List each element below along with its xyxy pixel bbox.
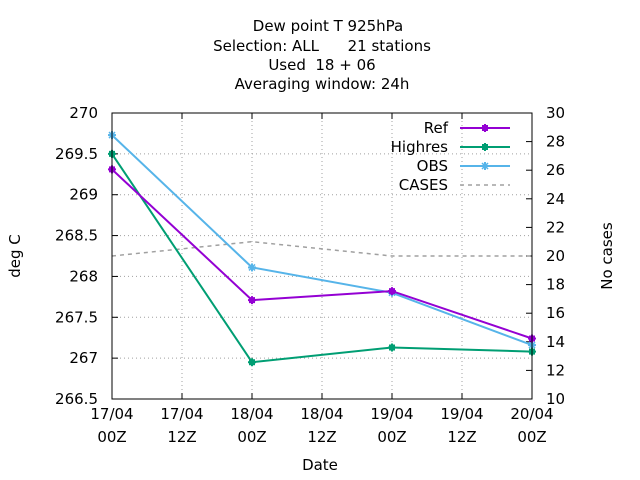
series-obs — [108, 131, 536, 350]
x-tick-label: 12Z — [307, 428, 336, 446]
x-tick-label: 17/04 — [160, 405, 203, 423]
series-line-obs — [111, 134, 533, 347]
grid-lines — [112, 113, 532, 399]
marker-stroke — [248, 263, 256, 271]
title-line-1: Dew point T 925hPa — [253, 17, 403, 35]
marker-stroke — [482, 125, 488, 131]
y2-tick-label: 20 — [546, 247, 565, 265]
y2-tick-label: 24 — [546, 190, 565, 208]
title-line-3: Used 18 + 06 — [268, 56, 375, 74]
y-tick-label: 270 — [69, 104, 98, 122]
x-tick-label: 17/04 — [90, 405, 133, 423]
y2-tick-label: 10 — [546, 390, 565, 408]
marker-stroke — [482, 144, 488, 150]
y-tick-label: 267.5 — [55, 308, 98, 326]
legend-label-cases: CASES — [399, 176, 448, 194]
y2-tick-label: 22 — [546, 218, 565, 236]
y2-tick-label: 28 — [546, 133, 565, 151]
plot-frame — [111, 112, 533, 400]
y-tick-label: 269.5 — [55, 145, 98, 163]
y2-tick-label: 12 — [546, 361, 565, 379]
tick-labels: 17/04 00Z 17/04 12Z 18/04 00Z 18/04 12Z 19/04 00Z… — [55, 104, 565, 446]
x-tick-label: 12Z — [447, 428, 476, 446]
data-point-highres — [248, 358, 256, 367]
series-layer — [108, 131, 536, 367]
y-tick-label: 269 — [69, 186, 98, 204]
x-tick-label: 19/04 — [370, 405, 413, 423]
legend-marker-obs — [481, 162, 489, 170]
y2-tick-label: 16 — [546, 304, 565, 322]
x-tick-label: 00Z — [517, 428, 546, 446]
series-line-ref — [111, 168, 533, 340]
series-line-highres — [111, 153, 533, 364]
y-tick-label: 266.5 — [55, 390, 98, 408]
legend-item-cases: CASES — [399, 176, 510, 194]
title-line-4: Averaging window: 24h — [235, 75, 410, 93]
y2-tick-label: 18 — [546, 276, 565, 294]
y-tick-label: 268.5 — [55, 227, 98, 245]
x-tick-label: 00Z — [97, 428, 126, 446]
legend-marker-ref — [481, 124, 489, 132]
legend-item-obs: OBS — [417, 157, 510, 175]
marker-stroke — [481, 162, 489, 170]
x-tick-label: 12Z — [167, 428, 196, 446]
y2-tick-label: 26 — [546, 161, 565, 179]
x-tick-label: 18/04 — [230, 405, 273, 423]
y-tick-label: 267 — [69, 349, 98, 367]
legend-label-highres: Highres — [391, 138, 449, 156]
legend-item-ref: Ref — [424, 119, 510, 137]
x-tick-label: 00Z — [237, 428, 266, 446]
title-line-2: Selection: ALL 21 stations — [213, 37, 431, 55]
legend-label-obs: OBS — [417, 157, 448, 175]
series-line-cases — [111, 240, 532, 257]
legend-marker-highres — [481, 143, 489, 151]
legend-label-ref: Ref — [424, 119, 449, 137]
y2-tick-label: 30 — [546, 104, 565, 122]
marker-stroke — [249, 359, 255, 366]
y2-axis-label: No cases — [598, 222, 616, 290]
marker-stroke — [389, 288, 395, 295]
data-point-ref — [248, 296, 256, 305]
y-axis-label: deg C — [6, 234, 24, 278]
data-point-ref — [388, 287, 396, 296]
x-tick-label: 18/04 — [300, 405, 343, 423]
x-tick-label: 20/04 — [510, 405, 553, 423]
axis-ticks — [111, 112, 533, 400]
y-tick-label: 268 — [69, 267, 98, 285]
series-cases — [111, 240, 532, 257]
marker-stroke — [389, 344, 395, 351]
x-tick-label: 19/04 — [440, 405, 483, 423]
legend-item-highres: Highres — [391, 138, 510, 156]
x-tick-label: 00Z — [377, 428, 406, 446]
x-axis-label: Date — [302, 456, 338, 474]
data-point-obs — [248, 263, 256, 272]
chart-title: Dew point T 925hPa Selection: ALL 21 sta… — [213, 17, 431, 93]
marker-stroke — [249, 297, 255, 304]
data-point-highres — [388, 343, 396, 352]
y2-tick-label: 14 — [546, 333, 565, 351]
